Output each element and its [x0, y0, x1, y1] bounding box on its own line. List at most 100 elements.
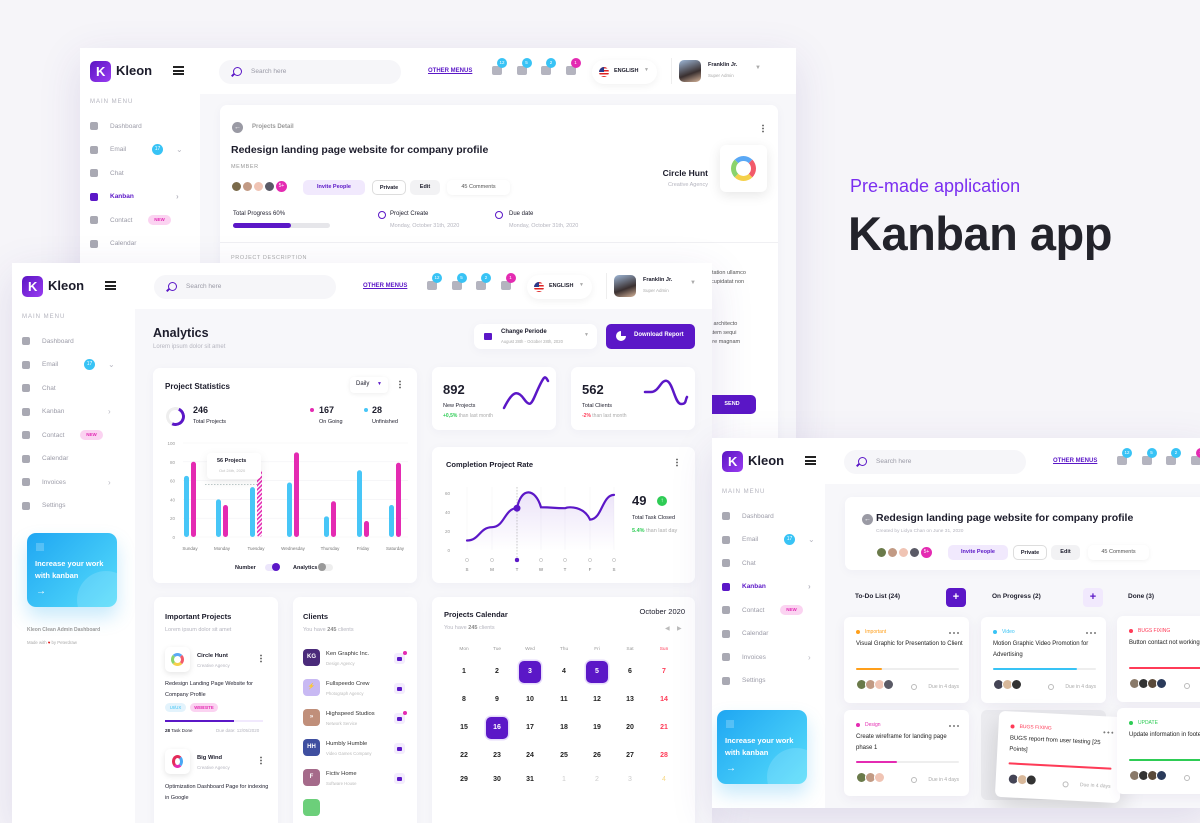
add-card-button[interactable]: + [1083, 588, 1103, 607]
calendar-day[interactable]: 17 [519, 717, 541, 739]
bell-icon[interactable]: 12 [492, 66, 502, 75]
user-avatar[interactable] [679, 60, 701, 82]
mail-icon[interactable] [394, 653, 405, 664]
inbox-icon[interactable]: 1 [501, 281, 511, 290]
calendar-day-highlighted[interactable]: 5 [586, 661, 608, 683]
sidebar-item-calendar[interactable]: Calendar [22, 452, 122, 466]
edit-button[interactable]: Edit [1051, 545, 1080, 560]
sidebar-item-chat[interactable]: Chat [22, 381, 122, 395]
search-input[interactable] [184, 279, 324, 295]
analytics-toggle[interactable] [318, 564, 333, 571]
hamburger-menu-icon[interactable] [105, 281, 116, 290]
more-icon[interactable] [1102, 731, 1113, 734]
next-month-button[interactable]: ▶ [677, 625, 682, 632]
download-report-button[interactable]: Download Report [606, 324, 695, 349]
mail-icon[interactable] [394, 743, 405, 754]
hamburger-menu-icon[interactable] [805, 456, 816, 465]
inbox-icon[interactable]: 1 [1191, 456, 1200, 465]
calendar-day[interactable]: 14 [653, 689, 675, 711]
more-icon[interactable] [1085, 632, 1096, 634]
add-card-button[interactable]: + [946, 588, 966, 607]
calendar-day[interactable]: 25 [553, 745, 575, 767]
calendar-day[interactable]: 9 [486, 689, 508, 711]
bell-icon[interactable]: 12 [1117, 456, 1127, 465]
language-selector[interactable]: ENGLISH▼ [527, 275, 592, 299]
calendar-day[interactable]: 1 [553, 769, 575, 791]
gift-icon[interactable]: 5 [517, 66, 527, 75]
calendar-day[interactable]: 31 [519, 769, 541, 791]
calendar-day[interactable]: 18 [553, 717, 575, 739]
user-menu-chevron-icon[interactable]: ▼ [755, 65, 761, 71]
calendar-day-highlighted[interactable]: 3 [519, 661, 541, 683]
more-members-badge[interactable]: 5+ [920, 546, 933, 559]
user-menu-chevron-icon[interactable]: ▼ [690, 280, 696, 286]
sidebar-item-settings[interactable]: Settings [22, 499, 122, 513]
calendar-day[interactable]: 2 [586, 769, 608, 791]
promo-card[interactable]: Increase your work with kanban→ [27, 533, 117, 607]
chat-bubble-icon[interactable]: 2 [476, 281, 486, 290]
calendar-day[interactable]: 2 [486, 661, 508, 683]
language-selector[interactable]: ENGLISH▼ [592, 60, 657, 84]
calendar-day[interactable]: 27 [619, 745, 641, 767]
promo-card[interactable]: Increase your work with kanban→ [717, 710, 807, 784]
other-menus-link[interactable]: OTHER MENUS [1053, 458, 1097, 464]
comments-button[interactable]: 45 Comments [1088, 545, 1149, 560]
more-icon[interactable] [260, 756, 262, 765]
prev-month-button[interactable]: ◀ [665, 625, 670, 632]
calendar-day[interactable]: 29 [453, 769, 475, 791]
calendar-day[interactable]: 7 [653, 661, 675, 683]
mail-icon[interactable] [394, 713, 405, 724]
private-button[interactable]: Private [1013, 545, 1047, 560]
calendar-day[interactable]: 28 [653, 745, 675, 767]
other-menus-link[interactable]: OTHER MENUS [363, 283, 407, 289]
calendar-day[interactable]: 30 [486, 769, 508, 791]
calendar-day[interactable]: 4 [553, 661, 575, 683]
calendar-day[interactable]: 21 [653, 717, 675, 739]
chat-bubble-icon[interactable]: 2 [1166, 456, 1176, 465]
calendar-day[interactable]: 23 [486, 745, 508, 767]
invite-people-button[interactable]: Invite People [303, 180, 365, 195]
other-menus-link[interactable]: OTHER MENUS [428, 68, 472, 74]
change-period-dropdown[interactable]: Change Periode August 28th - October 28t… [474, 324, 597, 349]
sidebar-item-invoices[interactable]: Invoices› [722, 650, 822, 664]
calendar-day[interactable]: 11 [553, 689, 575, 711]
calendar-day[interactable]: 12 [586, 689, 608, 711]
sidebar-item-kanban[interactable]: Kanban› [722, 580, 822, 594]
calendar-day[interactable]: 22 [453, 745, 475, 767]
private-button[interactable]: Private [372, 180, 406, 195]
back-icon[interactable]: ← [862, 514, 873, 525]
gift-icon[interactable]: 5 [452, 281, 462, 290]
mail-icon[interactable] [394, 683, 405, 694]
comments-button[interactable]: 45 Comments [447, 180, 510, 195]
calendar-day[interactable]: 4 [653, 769, 675, 791]
back-icon[interactable]: ← [232, 122, 243, 133]
calendar-day-highlighted[interactable]: 16 [486, 717, 508, 739]
chat-bubble-icon[interactable]: 2 [541, 66, 551, 75]
sidebar-item-chat[interactable]: Chat [90, 166, 190, 180]
sidebar-item-dashboard[interactable]: Dashboard [90, 119, 190, 133]
more-icon[interactable] [948, 725, 959, 727]
sidebar-item-settings[interactable]: Settings [722, 674, 822, 688]
hamburger-menu-icon[interactable] [173, 66, 184, 75]
sidebar-item-chat[interactable]: Chat [722, 556, 822, 570]
calendar-day[interactable]: 19 [586, 717, 608, 739]
sidebar-item-dashboard[interactable]: Dashboard [22, 334, 122, 348]
more-icon[interactable] [762, 124, 764, 133]
calendar-day[interactable]: 6 [619, 661, 641, 683]
calendar-day[interactable]: 10 [519, 689, 541, 711]
number-toggle[interactable] [265, 564, 280, 571]
search-input[interactable] [249, 64, 389, 80]
